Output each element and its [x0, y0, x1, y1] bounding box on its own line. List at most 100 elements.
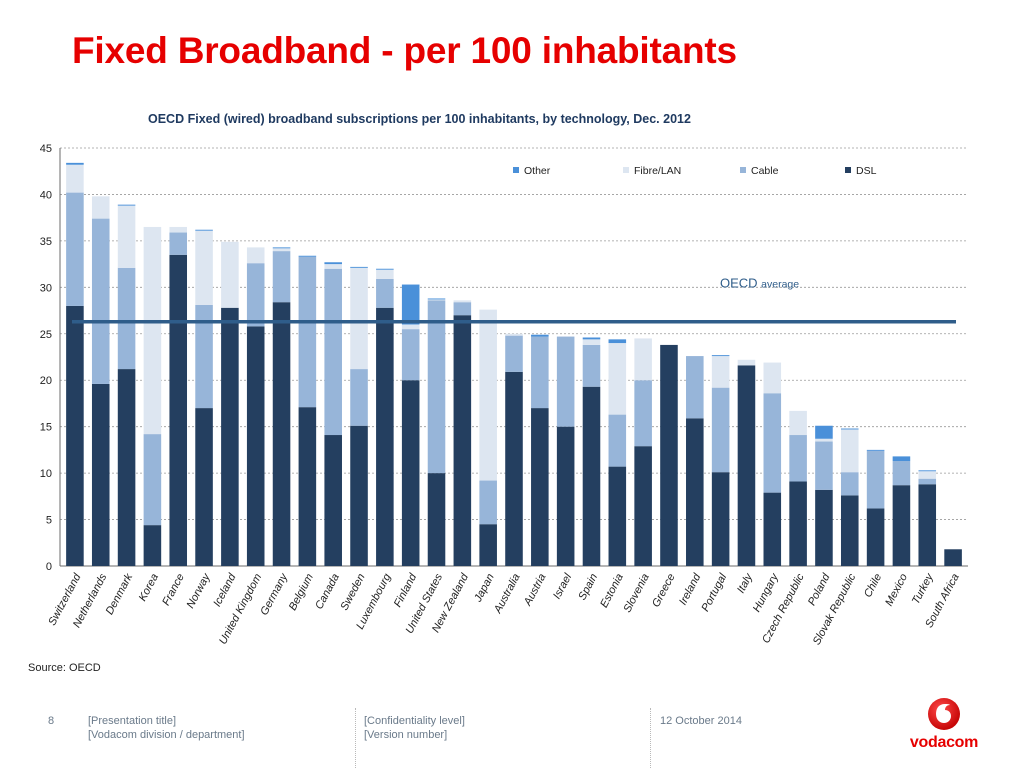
bar-segment-fibre-lan-norway: [195, 230, 213, 305]
bar-segment-dsl-korea: [143, 525, 162, 566]
bar-segment-other-luxembourg: [376, 268, 394, 270]
bar-segment-other-sweden: [350, 266, 368, 268]
legend-swatch-dsl: [845, 167, 851, 173]
bar-segment-cable-denmark: [117, 267, 136, 370]
bar-segment-fibre-lan-sweden: [350, 267, 368, 370]
footer-date: 12 October 2014: [660, 715, 742, 727]
bar-segment-cable-portugal: [711, 387, 730, 473]
bar-segment-dsl-belgium: [298, 407, 317, 566]
legend-label: Fibre/LAN: [634, 165, 681, 177]
bar-segment-cable-belgium: [298, 256, 317, 408]
page-number: 8: [48, 715, 55, 727]
bar-segment-fibre-lan-estonia: [608, 343, 627, 415]
x-tick-label: Estonia: [598, 572, 626, 610]
bar-segment-dsl-south-africa: [944, 549, 962, 566]
footer-divider: [650, 708, 651, 768]
x-tick-label: Portugal: [699, 571, 729, 613]
oecd-average-label: OECD average: [720, 276, 799, 291]
chart: OECD Fixed (wired) broadband subscriptio…: [28, 112, 968, 674]
bar-segment-cable-switzerland: [66, 192, 84, 306]
bar-segment-cable-poland: [815, 441, 833, 490]
bar-segment-dsl-iceland: [221, 307, 239, 566]
bar-segment-dsl-italy: [737, 365, 756, 566]
bar-segment-other-spain: [582, 337, 601, 340]
bar-segment-dsl-united-states: [427, 473, 446, 566]
bar-segment-fibre-lan-iceland: [221, 241, 239, 308]
footer-left: [Presentation title] [Vodacom division /…: [88, 714, 245, 742]
vodacom-speechmark-icon: [928, 698, 960, 730]
x-tick-label: Greece: [650, 572, 678, 609]
y-tick-label: 0: [46, 561, 52, 573]
bar-segment-cable-estonia: [608, 414, 627, 467]
bar-segment-cable-canada: [324, 268, 342, 436]
average-label-suffix: average: [761, 279, 799, 291]
legend: Other Fibre/LAN Cable DSL: [513, 165, 877, 177]
footer-divider: [355, 708, 356, 768]
bar-segment-other-estonia: [608, 339, 627, 344]
bar-segment-cable-united-kingdom: [246, 263, 265, 327]
bar-segment-dsl-portugal: [711, 472, 730, 566]
bar-segment-dsl-mexico: [892, 485, 911, 566]
bar-segment-fibre-lan-turkey: [918, 471, 937, 479]
y-tick-label: 40: [40, 189, 52, 201]
bar-segment-dsl-hungary: [763, 492, 782, 566]
division-name: [Vodacom division / department]: [88, 729, 245, 741]
bar-segment-fibre-lan-finland: [401, 324, 420, 330]
bar-segment-cable-hungary: [763, 393, 782, 493]
bar-segment-cable-norway: [195, 304, 213, 409]
vodacom-wordmark: vodacom: [909, 734, 979, 751]
y-tick-label: 15: [40, 422, 52, 434]
bar-segment-other-finland: [401, 284, 420, 325]
bar-segment-cable-slovak-republic: [840, 472, 859, 496]
bar-segment-dsl-luxembourg: [376, 307, 394, 566]
bar-segment-fibre-lan-korea: [143, 226, 162, 435]
y-tick-label: 20: [40, 375, 52, 387]
bar-segment-fibre-lan-united-states: [427, 299, 446, 301]
source-note: Source: OECD: [28, 662, 101, 674]
bar-segment-dsl-finland: [401, 380, 420, 566]
bar-segment-other-switzerland: [66, 162, 84, 165]
bar-segment-dsl-slovenia: [634, 446, 652, 566]
y-tick-label: 10: [40, 468, 52, 480]
bar-segment-cable-spain: [582, 344, 601, 387]
y-axis-ticks: 0 5 10 15 20 25 30 35 40 45: [40, 143, 52, 573]
bar-segment-dsl-australia: [505, 371, 523, 566]
bar-segment-dsl-israel: [556, 426, 575, 566]
bar-segment-dsl-united-kingdom: [246, 326, 265, 566]
bar-segment-other-turkey: [918, 470, 937, 472]
bar-segment-other-canada: [324, 262, 342, 265]
bar-segment-dsl-slovak-republic: [840, 495, 859, 566]
chart-title: OECD Fixed (wired) broadband subscriptio…: [148, 112, 691, 126]
bar-segment-other-slovak-republic: [840, 428, 859, 430]
bar-segment-fibre-lan-spain: [582, 339, 601, 345]
bar-segment-cable-netherlands: [91, 218, 110, 384]
bar-segment-fibre-lan-slovak-republic: [840, 429, 859, 473]
bar-segment-fibre-lan-united-kingdom: [246, 247, 265, 264]
x-tick-label: Iceland: [211, 571, 239, 609]
x-tick-label: Slovenia: [621, 572, 651, 615]
bar-segment-dsl-denmark: [117, 369, 136, 566]
bar-segment-dsl-czech-republic: [789, 481, 807, 566]
legend-swatch-cable: [740, 167, 746, 173]
bar-segment-cable-japan: [479, 480, 497, 525]
x-tick-label: Turkey: [910, 570, 937, 606]
x-tick-label: Canada: [313, 572, 342, 612]
bar-segment-cable-turkey: [918, 478, 937, 485]
bar-segment-cable-new-zealand: [453, 302, 472, 316]
legend-label: Other: [524, 165, 551, 177]
bar-segment-dsl-ireland: [686, 418, 704, 566]
x-tick-label: France: [160, 572, 187, 608]
bar-segment-cable-united-states: [427, 300, 446, 474]
x-tick-label: Italy: [735, 570, 756, 595]
bar-segment-fibre-lan-denmark: [117, 205, 136, 268]
bar-segment-dsl-new-zealand: [453, 315, 472, 566]
bar-segment-fibre-lan-japan: [479, 309, 497, 481]
bar-segment-cable-australia: [505, 335, 523, 372]
bar-segment-dsl-turkey: [918, 484, 937, 566]
average-label-main: OECD: [720, 276, 761, 291]
footer-middle: [Confidentiality level] [Version number]: [364, 714, 465, 742]
bar-segment-cable-czech-republic: [789, 435, 807, 482]
bar-segment-fibre-lan-germany: [272, 248, 291, 252]
bar-segment-other-portugal: [711, 355, 730, 357]
